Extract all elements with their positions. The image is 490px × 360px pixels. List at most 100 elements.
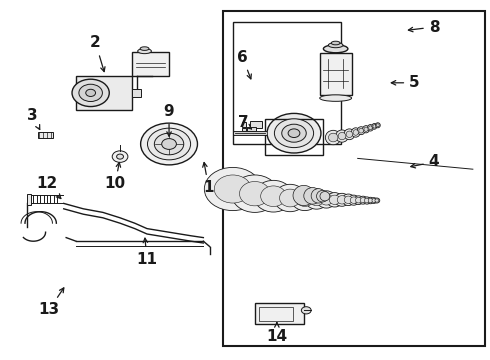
Bar <box>76 76 132 110</box>
Ellipse shape <box>338 132 346 140</box>
Ellipse shape <box>346 131 353 138</box>
Text: 13: 13 <box>38 288 64 318</box>
Ellipse shape <box>140 47 149 50</box>
Ellipse shape <box>363 197 371 204</box>
Ellipse shape <box>337 195 347 204</box>
Text: 14: 14 <box>266 323 288 345</box>
Ellipse shape <box>335 193 349 206</box>
Circle shape <box>112 151 128 162</box>
Ellipse shape <box>368 126 372 130</box>
Circle shape <box>79 84 102 102</box>
Ellipse shape <box>342 194 355 206</box>
Circle shape <box>72 79 109 107</box>
Ellipse shape <box>344 129 355 140</box>
Text: 5: 5 <box>392 75 420 90</box>
Text: 1: 1 <box>203 162 214 195</box>
Ellipse shape <box>138 49 151 54</box>
Bar <box>223 11 485 346</box>
Ellipse shape <box>320 194 333 205</box>
Ellipse shape <box>372 123 377 129</box>
Circle shape <box>288 129 300 138</box>
Ellipse shape <box>274 184 306 212</box>
Ellipse shape <box>320 95 352 101</box>
Ellipse shape <box>367 197 374 204</box>
Ellipse shape <box>359 128 364 133</box>
Circle shape <box>117 154 123 159</box>
Ellipse shape <box>336 130 348 142</box>
Bar <box>255 303 304 324</box>
Ellipse shape <box>375 199 379 202</box>
Ellipse shape <box>359 196 368 204</box>
Circle shape <box>147 128 191 160</box>
Bar <box>242 122 246 127</box>
Text: 3: 3 <box>27 108 40 130</box>
Ellipse shape <box>311 189 326 203</box>
Circle shape <box>141 123 197 165</box>
Ellipse shape <box>374 198 380 203</box>
Circle shape <box>301 307 311 314</box>
Text: 4: 4 <box>411 154 440 170</box>
Ellipse shape <box>373 125 376 128</box>
Circle shape <box>154 133 184 155</box>
Bar <box>250 121 262 128</box>
Text: 2: 2 <box>90 35 105 72</box>
Ellipse shape <box>348 195 359 205</box>
Ellipse shape <box>240 181 270 206</box>
Ellipse shape <box>365 198 369 203</box>
Bar <box>242 128 246 131</box>
Ellipse shape <box>363 126 369 133</box>
Text: 10: 10 <box>104 162 126 192</box>
Ellipse shape <box>317 190 328 202</box>
Ellipse shape <box>376 124 379 127</box>
Circle shape <box>86 89 96 96</box>
Ellipse shape <box>309 193 324 206</box>
Bar <box>27 194 31 205</box>
Ellipse shape <box>320 192 330 201</box>
Text: 11: 11 <box>137 238 157 267</box>
Ellipse shape <box>328 43 343 48</box>
Ellipse shape <box>317 191 336 208</box>
Text: 7: 7 <box>238 115 251 130</box>
Text: 12: 12 <box>36 176 61 199</box>
Ellipse shape <box>325 130 341 145</box>
Ellipse shape <box>328 133 338 142</box>
Ellipse shape <box>296 191 314 206</box>
Bar <box>132 52 169 76</box>
Ellipse shape <box>304 188 321 204</box>
Ellipse shape <box>351 128 360 137</box>
Circle shape <box>162 139 176 149</box>
Ellipse shape <box>357 127 365 135</box>
Bar <box>132 89 141 97</box>
Ellipse shape <box>350 197 357 203</box>
Ellipse shape <box>360 198 366 203</box>
Ellipse shape <box>355 197 362 203</box>
Ellipse shape <box>231 175 278 212</box>
Text: 9: 9 <box>164 104 174 136</box>
Ellipse shape <box>354 196 364 204</box>
Ellipse shape <box>280 189 300 207</box>
Circle shape <box>274 119 314 148</box>
Ellipse shape <box>368 125 373 131</box>
Ellipse shape <box>331 41 340 45</box>
Ellipse shape <box>214 175 251 203</box>
Ellipse shape <box>372 199 376 202</box>
Ellipse shape <box>323 45 348 53</box>
Ellipse shape <box>261 186 286 207</box>
Circle shape <box>267 113 321 153</box>
Ellipse shape <box>326 193 343 207</box>
Bar <box>265 119 323 155</box>
Bar <box>233 22 341 144</box>
Ellipse shape <box>344 196 352 203</box>
Ellipse shape <box>293 185 315 206</box>
Ellipse shape <box>371 198 377 203</box>
Ellipse shape <box>204 167 261 211</box>
Bar <box>320 53 352 94</box>
Text: 8: 8 <box>408 19 440 35</box>
Ellipse shape <box>368 198 373 203</box>
Bar <box>38 132 53 138</box>
Ellipse shape <box>291 187 318 211</box>
Text: 6: 6 <box>237 50 251 79</box>
Ellipse shape <box>329 195 340 204</box>
Ellipse shape <box>254 180 293 212</box>
Circle shape <box>282 124 306 142</box>
